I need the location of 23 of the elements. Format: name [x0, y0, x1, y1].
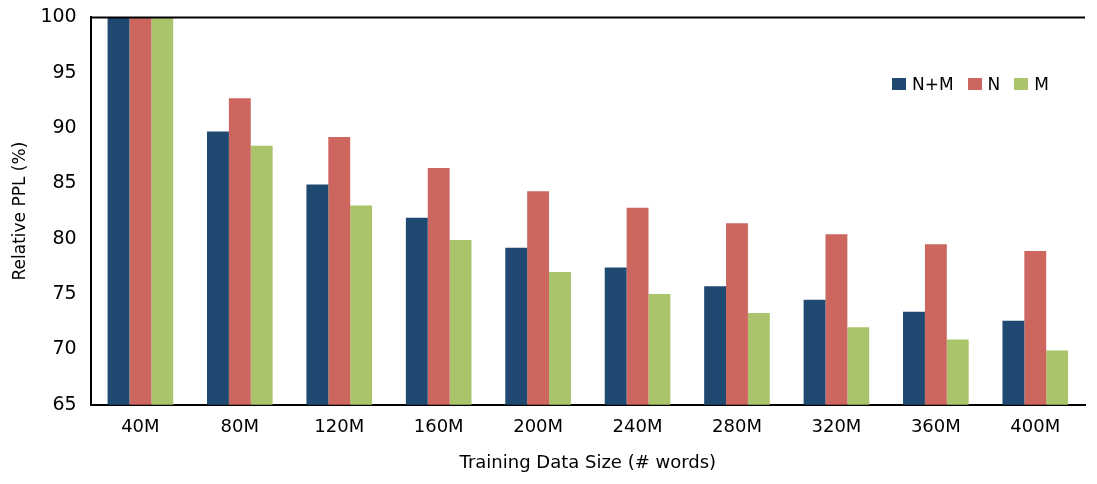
x-tick-label: 120M — [314, 415, 365, 437]
y-tick-label: 75 — [52, 281, 77, 304]
x-tick-label: 160M — [413, 415, 464, 437]
x-tick-label: 200M — [513, 415, 564, 437]
x-tick-label: 80M — [220, 415, 260, 437]
y-tick-label: 90 — [52, 115, 77, 138]
y-axis-title: Relative PPL (%) — [8, 141, 29, 281]
legend-label: M — [1034, 74, 1049, 94]
x-tick-label: 400M — [1010, 415, 1061, 437]
y-tick-label: 70 — [52, 336, 77, 359]
x-tick-label: 40M — [121, 415, 160, 437]
x-tick-label: 280M — [712, 415, 762, 437]
x-axis-title: Training Data Size (# words) — [458, 450, 717, 472]
legend-label: N — [987, 74, 1001, 94]
y-tick-label: 85 — [52, 170, 77, 193]
x-tick-label: 360M — [910, 415, 961, 437]
legend-label: N+M — [911, 74, 954, 94]
y-tick-label: 100 — [40, 4, 77, 27]
y-tick-label: 65 — [52, 391, 77, 414]
x-tick-label: 240M — [612, 415, 663, 437]
y-tick-label: 95 — [52, 59, 77, 82]
y-tick-label: 80 — [52, 225, 77, 248]
x-tick-label: 320M — [811, 415, 862, 437]
